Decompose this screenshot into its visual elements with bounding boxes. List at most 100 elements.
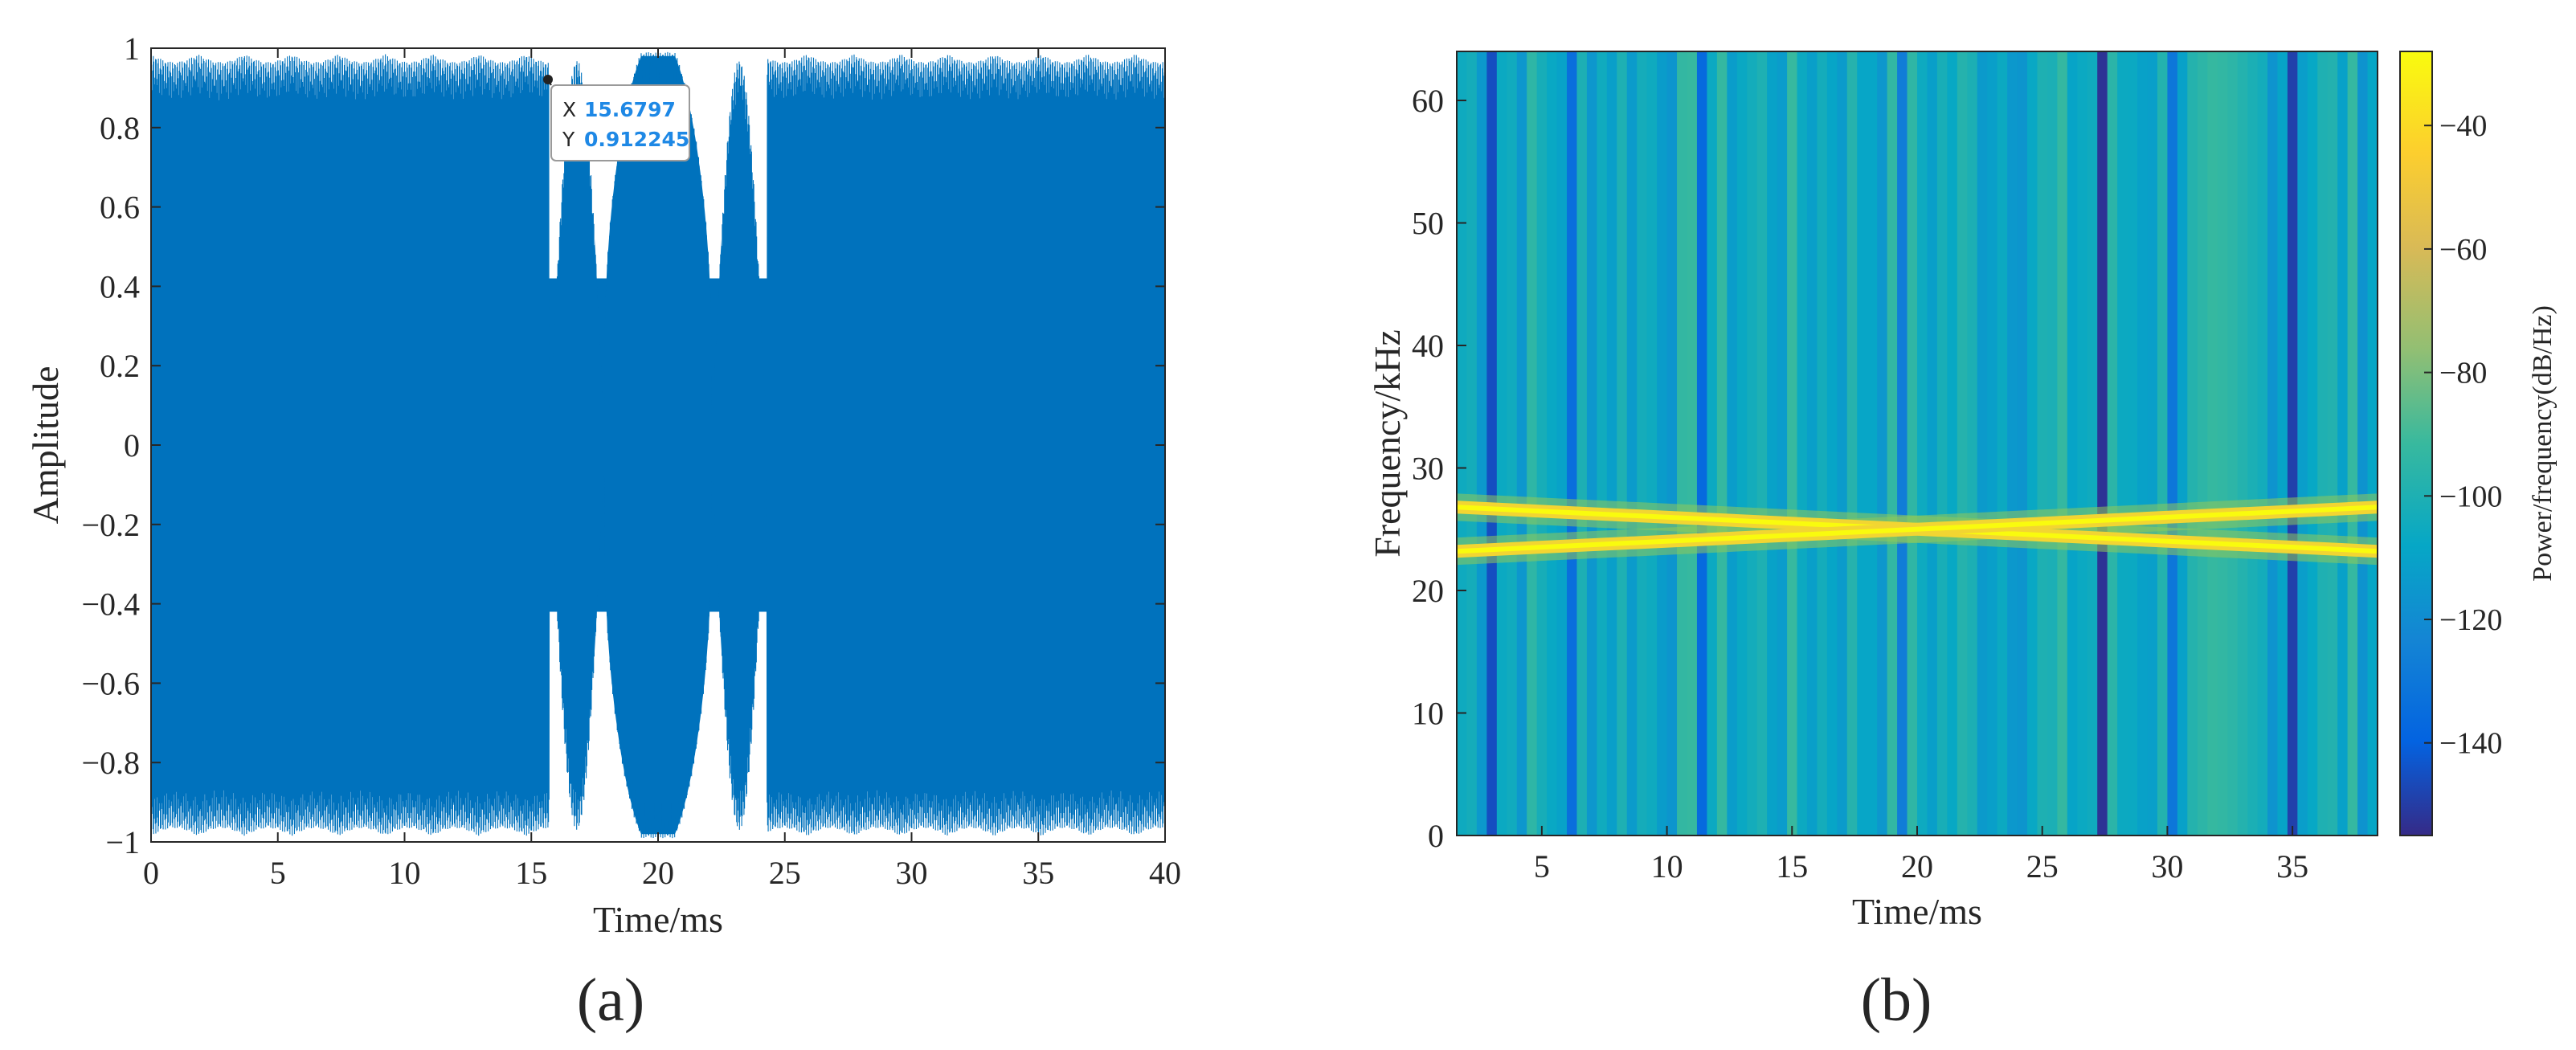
spectrogram-column	[2157, 51, 2169, 836]
spectrogram-column	[2237, 51, 2248, 836]
spectrogram-column	[1887, 51, 1898, 836]
spectrogram-column	[1987, 51, 1998, 836]
signal-line	[151, 51, 1165, 839]
spectrogram-column	[2127, 51, 2138, 836]
spectrogram-column	[1736, 51, 1748, 836]
panel-a-line-chart: 0 5 10 15 20 25 30 35 40 −1−0.8−0.6−0.4−0.200.20…	[25, 31, 1181, 1034]
y-tick-label-b: 0	[1428, 818, 1444, 854]
datatip-x-label: X	[562, 98, 576, 121]
y-tick-label-a: 0	[124, 427, 140, 464]
spectrogram-column	[1846, 51, 1858, 836]
spectrogram-column	[1837, 51, 1848, 836]
spectrogram-column	[1626, 51, 1638, 836]
spectrogram-column	[1707, 51, 1718, 836]
spectrogram-column	[2307, 51, 2318, 836]
spectrogram-column	[1696, 51, 1708, 836]
x-ticks-b: 5 10 15 20 25 30 35	[1534, 826, 2308, 885]
spectrogram-column	[2117, 51, 2128, 836]
spectrogram-column	[1507, 51, 1518, 836]
spectrogram-column	[1716, 51, 1728, 836]
x-tick-label-b: 10	[1651, 848, 1683, 885]
spectrogram-column	[1657, 51, 1668, 836]
y-tick-label-a: 0.6	[100, 190, 140, 226]
y-tick-label-b: 60	[1412, 83, 1444, 119]
y-tick-label-a: 1	[124, 31, 140, 67]
spectrogram-column	[1617, 51, 1628, 836]
spectrogram-column	[1777, 51, 1788, 836]
spectrogram-column	[1767, 51, 1778, 836]
spectrogram-column	[2277, 51, 2288, 836]
spectrogram-column	[2037, 51, 2048, 836]
spectrogram-column	[2297, 51, 2308, 836]
spectrogram-column	[1476, 51, 1487, 836]
spectrogram-column	[2327, 51, 2338, 836]
spectrogram-column	[1527, 51, 1538, 836]
colorbar-tick-label: −140	[2439, 727, 2502, 761]
spectrogram-column	[1496, 51, 1507, 836]
spectrogram-column	[1797, 51, 1808, 836]
datatip-x-value: 15.6797	[584, 98, 676, 121]
x-tick-label-a: 40	[1149, 855, 1181, 891]
y-tick-label-b: 40	[1412, 328, 1444, 364]
spectrogram-column	[1977, 51, 1988, 836]
spectrogram-column	[2137, 51, 2149, 836]
spectrogram-column	[1677, 51, 1688, 836]
spectrogram-column	[1867, 51, 1878, 836]
x-axis-label-a: Time/ms	[593, 899, 723, 940]
spectrogram-column	[2057, 51, 2068, 836]
spectrogram-column	[2357, 51, 2369, 836]
spectrogram-column	[1957, 51, 1968, 836]
y-tick-label-b: 50	[1412, 206, 1444, 242]
panel-label-a: (a)	[577, 966, 644, 1034]
spectrogram-column	[1606, 51, 1617, 836]
x-ticks-a: 0 5 10 15 20 25 30 35 40	[143, 48, 1181, 891]
spectrogram-column	[1936, 51, 1948, 836]
spectrogram-column	[1547, 51, 1558, 836]
spectrogram-column	[1466, 51, 1478, 836]
spectrogram-column	[2167, 51, 2178, 836]
spectrogram-column	[1857, 51, 1868, 836]
x-tick-label-a: 30	[896, 855, 928, 891]
y-tick-label-b: 20	[1412, 573, 1444, 609]
y-tick-label-a: 0.8	[100, 110, 140, 146]
spectrogram-column	[2007, 51, 2018, 836]
x-axis-label-b: Time/ms	[1852, 891, 1982, 932]
spectrogram-column	[1967, 51, 1978, 836]
colorbar-label: Power/frequency(dB/Hz)	[2528, 305, 2558, 582]
y-tick-label-a: −1	[105, 824, 140, 860]
spectrogram-column	[1997, 51, 2008, 836]
spectrogram-column	[2207, 51, 2218, 836]
spectrogram-column	[2247, 51, 2259, 836]
colorbar-tick-label: −120	[2439, 603, 2502, 637]
spectrogram-column	[1536, 51, 1548, 836]
spectrogram-column	[1486, 51, 1498, 836]
spectrogram-column	[1747, 51, 1758, 836]
x-tick-label-b: 20	[1901, 848, 1933, 885]
colorbar-tick-label: −60	[2439, 233, 2487, 267]
y-axis-label-a: Amplitude	[25, 366, 66, 525]
spectrogram-column	[1817, 51, 1828, 836]
datatip-box	[550, 84, 690, 161]
spectrogram-column	[2017, 51, 2028, 836]
spectrogram-column	[2347, 51, 2358, 836]
datatip-marker[interactable]	[543, 75, 553, 84]
colorbar-gradient	[2399, 51, 2433, 836]
spectrogram-column	[2077, 51, 2088, 836]
spectrogram-column	[2287, 51, 2298, 836]
spectrogram-heatmap	[1457, 51, 2378, 836]
colorbar-tick-label: −40	[2439, 109, 2487, 143]
spectrogram-column	[1576, 51, 1588, 836]
spectrogram-column	[1567, 51, 1578, 836]
spectrogram-column	[1516, 51, 1527, 836]
y-tick-label-a: 0.2	[100, 348, 140, 384]
spectrogram-column	[2317, 51, 2329, 836]
y-tick-label-a: −0.2	[81, 507, 140, 543]
spectrogram-column	[2257, 51, 2268, 836]
spectrogram-column	[1897, 51, 1908, 836]
spectrogram-column	[2337, 51, 2349, 836]
datatip-y-value: 0.912245	[584, 128, 689, 151]
datatip[interactable]: X 15.6797 Y 0.912245	[543, 75, 690, 161]
spectrogram-column	[2267, 51, 2279, 836]
x-tick-label-a: 20	[642, 855, 674, 891]
